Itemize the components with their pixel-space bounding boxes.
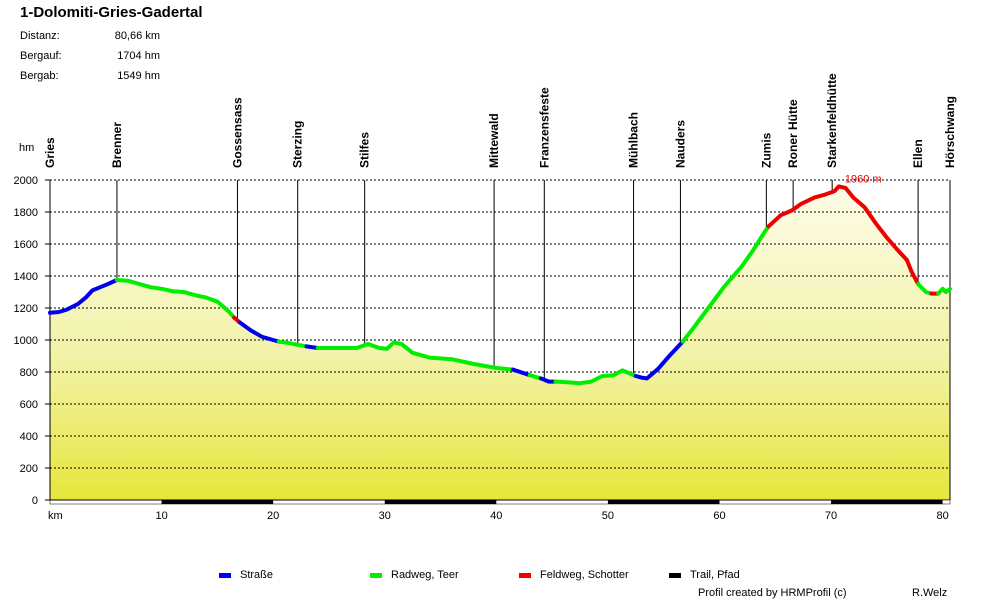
profile-segment <box>680 224 771 344</box>
legend-swatch-radweg <box>370 572 382 578</box>
legend-item-trail: Trail, Pfad <box>669 569 740 581</box>
distance-label: Distanz: <box>20 30 60 42</box>
legend-swatch-feldweg <box>519 572 531 578</box>
waypoint-label: Stilfes <box>358 132 372 168</box>
y-tick-label: 200 <box>20 463 38 475</box>
x-axis-label: km <box>48 510 63 522</box>
profile-segment <box>538 376 558 384</box>
profile-segment <box>936 286 952 296</box>
waypoint-label: Roner Hütte <box>786 99 800 168</box>
legend-swatch-strasse <box>219 572 231 578</box>
legend-item-radweg: Radweg, Teer <box>370 569 459 581</box>
km-scale-outline <box>49 499 951 505</box>
ascent-value: 1704 hm <box>117 50 160 62</box>
legend-label-radweg: Radweg, Teer <box>391 569 459 581</box>
x-tick-label: 80 <box>937 510 949 522</box>
x-tick-label: 70 <box>825 510 837 522</box>
chart-title: 1-Dolomiti-Gries-Gadertal <box>20 4 203 21</box>
credit-text: Profil created by HRMProfil (c) <box>698 587 847 599</box>
legend-item-feldweg: Feldweg, Schotter <box>519 569 629 581</box>
x-tick-label: 40 <box>490 510 502 522</box>
x-tick-label: 30 <box>379 510 391 522</box>
y-tick-label: 600 <box>20 399 38 411</box>
waypoint-label: Gries <box>43 137 57 168</box>
waypoint-label: Brenner <box>110 122 124 168</box>
waypoint-label: Hörschwang <box>943 96 957 168</box>
km-scale-band <box>942 500 950 504</box>
x-tick-label: 10 <box>155 510 167 522</box>
elevation-area <box>50 186 950 500</box>
descent-value: 1549 hm <box>117 70 160 82</box>
y-tick-label: 400 <box>20 431 38 443</box>
profile-segment <box>237 320 281 344</box>
profile-segment <box>114 278 237 320</box>
profile-segment <box>48 278 119 315</box>
profile-segment <box>633 339 685 381</box>
y-tick-label: 1000 <box>14 335 38 347</box>
legend-label-trail: Trail, Pfad <box>690 569 740 581</box>
ascent-label: Bergauf: <box>20 50 62 62</box>
x-tick-label: 20 <box>267 510 279 522</box>
y-tick-label: 0 <box>32 495 38 507</box>
legend-swatch-trail <box>669 572 681 578</box>
waypoint-label: Zumis <box>759 132 773 168</box>
waypoint-label: Nauders <box>673 120 687 168</box>
y-tick-label: 1400 <box>14 271 38 283</box>
km-scale-band <box>607 500 720 504</box>
profile-segment <box>276 339 309 349</box>
legend-label-feldweg: Feldweg, Schotter <box>540 569 629 581</box>
waypoint-label: Gossensass <box>230 97 244 168</box>
waypoint-label: Ellen <box>911 139 925 168</box>
legend-label-strasse: Straße <box>240 569 274 581</box>
km-scale-band <box>161 500 274 504</box>
distance-value: 80,66 km <box>114 30 160 42</box>
waypoint-label: Mühlbach <box>627 112 641 168</box>
profile-segment <box>553 368 638 386</box>
y-tick-label: 1200 <box>14 303 38 315</box>
y-axis-label: hm <box>19 142 34 154</box>
y-tick-label: 2000 <box>14 175 38 187</box>
y-tick-label: 1800 <box>14 207 38 219</box>
waypoint-label: Mittewald <box>487 113 501 168</box>
x-tick-label: 50 <box>602 510 614 522</box>
waypoint-label: Starkenfeldhütte <box>825 73 839 168</box>
waypoint-label: Sterzing <box>291 121 305 168</box>
waypoint-label: Franzensfeste <box>537 87 551 168</box>
legend-item-strasse: Straße <box>219 569 273 581</box>
y-tick-label: 1600 <box>14 239 38 251</box>
profile-segment <box>511 367 532 378</box>
descent-label: Bergab: <box>20 70 59 82</box>
author-text: R.Welz <box>912 587 948 599</box>
y-tick-label: 800 <box>20 367 38 379</box>
km-scale-band <box>384 500 497 504</box>
profile-segment <box>766 184 921 286</box>
max-elevation-label: 1960 m <box>845 173 882 185</box>
profile-segment <box>315 340 516 372</box>
x-tick-label: 60 <box>713 510 725 522</box>
km-scale-band <box>831 500 943 504</box>
